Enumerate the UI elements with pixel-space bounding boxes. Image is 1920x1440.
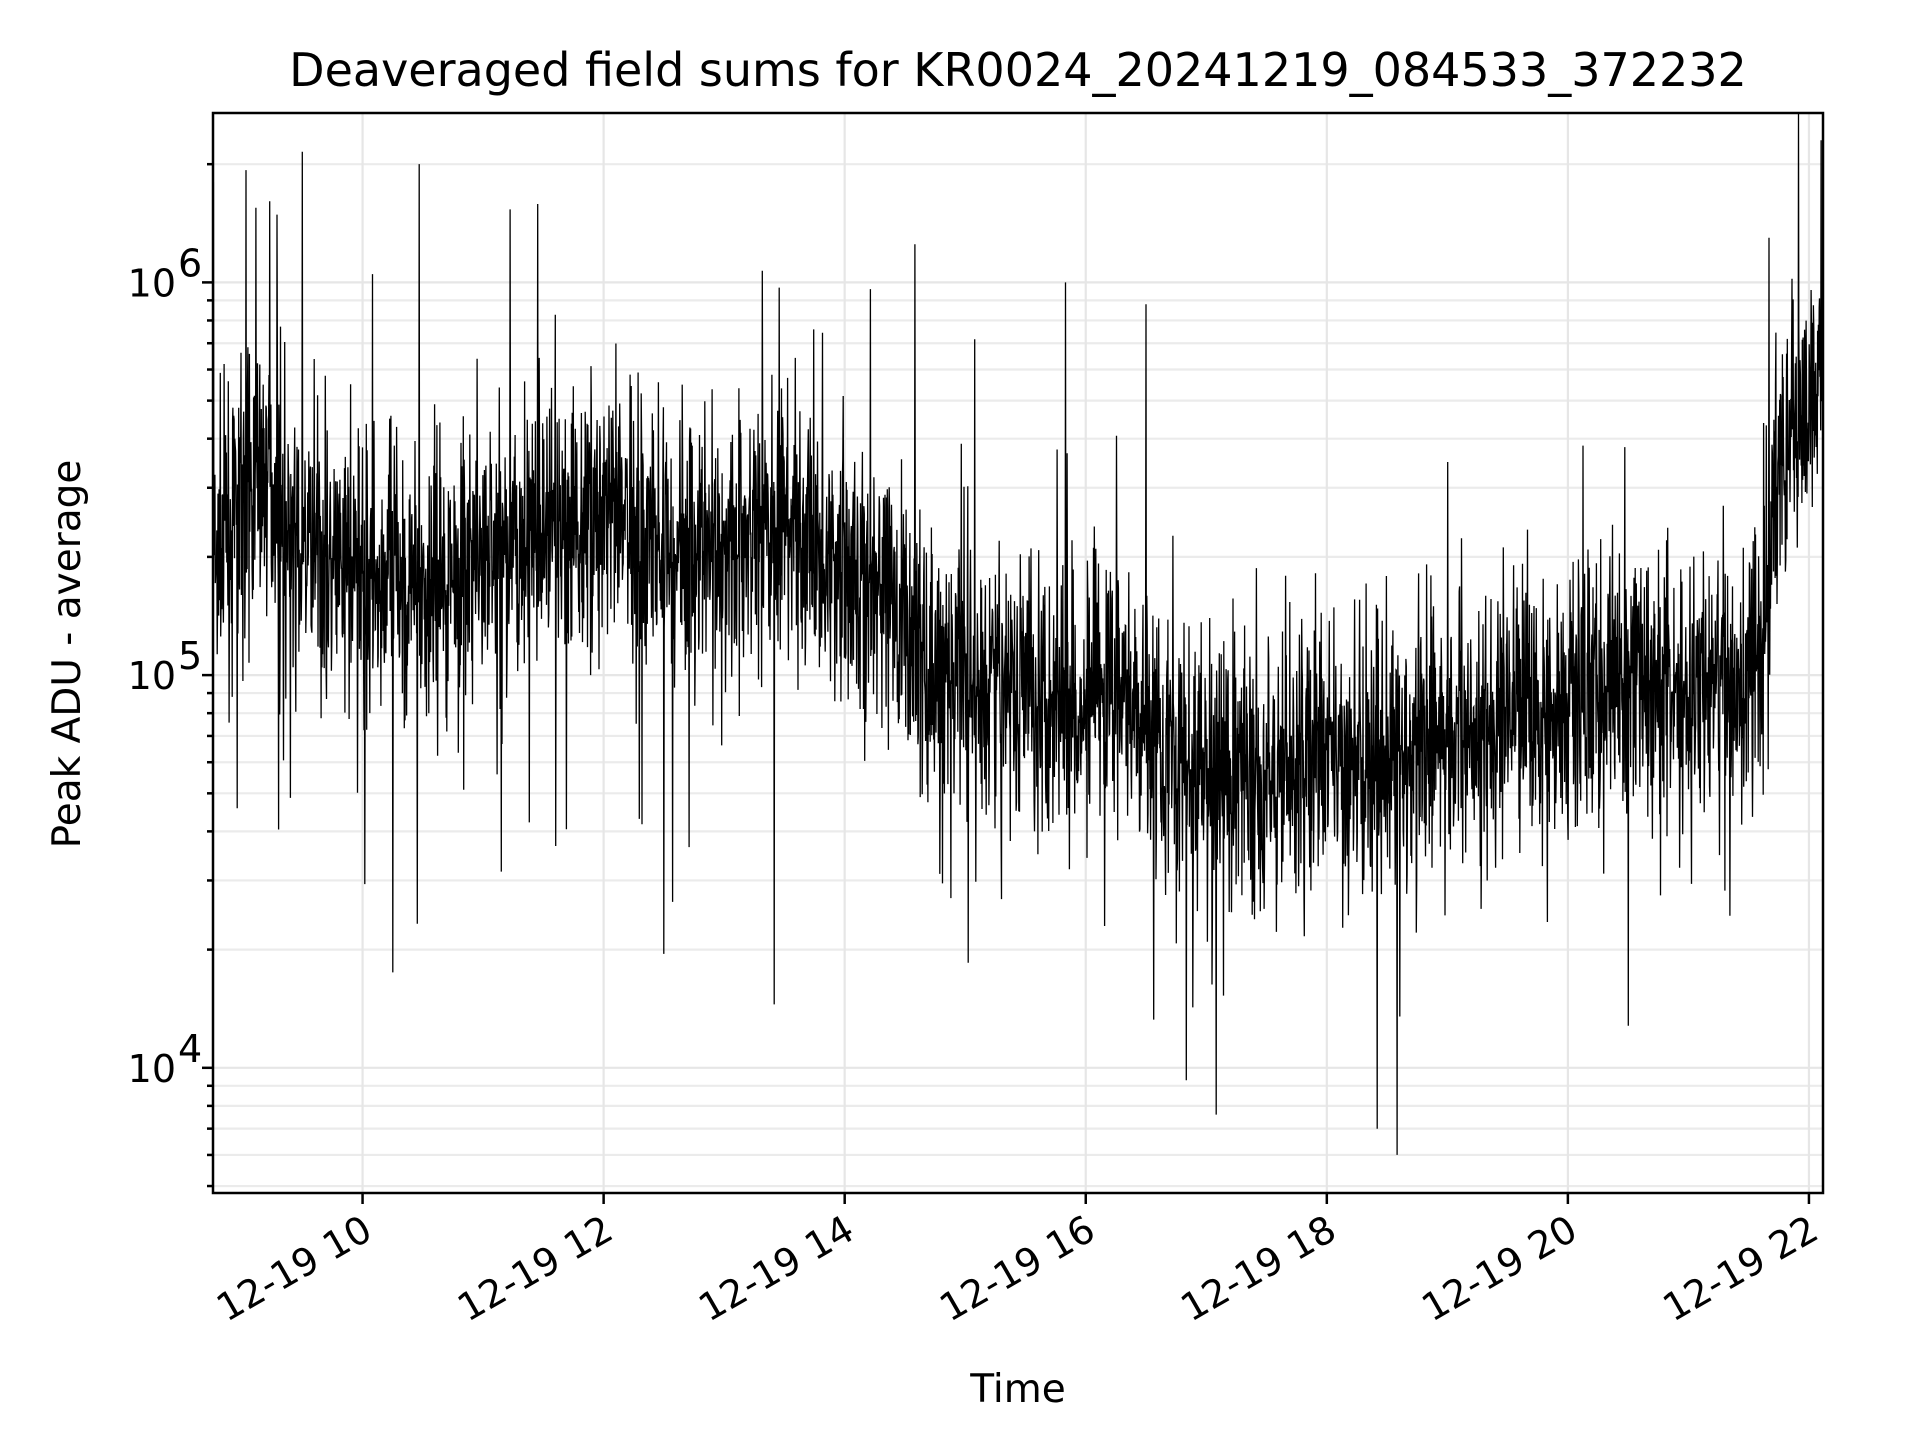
x-tick-label: 12-19 22	[1655, 1207, 1825, 1331]
y-tick-base: 10	[128, 261, 176, 305]
y-tick-exponent: 4	[178, 1027, 202, 1071]
x-tick-label: 12-19 12	[450, 1207, 620, 1331]
x-tick-label: 12-19 20	[1414, 1207, 1584, 1331]
x-tick-label: 12-19 14	[691, 1207, 861, 1331]
plot-frame	[211, 111, 1825, 1195]
y-axis-label: Peak ADU - average	[45, 460, 90, 849]
x-axis-label: Time	[969, 1367, 1065, 1412]
chart-title: Deaveraged field sums for KR0024_2024121…	[289, 43, 1747, 97]
y-tick-base: 10	[128, 654, 176, 698]
y-tick-label: 10 5	[128, 634, 203, 698]
y-tick-base: 10	[128, 1047, 176, 1091]
series-line	[212, 112, 1824, 1155]
x-tick-label: 12-19 10	[209, 1207, 379, 1331]
y-tick-exponent: 6	[178, 241, 202, 285]
x-tick-label: 12-19 16	[932, 1207, 1102, 1331]
series-path	[212, 112, 1824, 1155]
y-tick-label: 10 4	[128, 1027, 203, 1091]
y-tick-label: 10 6	[128, 241, 203, 305]
x-tick-label: 12-19 18	[1173, 1207, 1343, 1331]
x-axis: 12-19 10 12-19 12 12-19 14 12-19 16 12-19 18…	[209, 1193, 1825, 1330]
y-tick-exponent: 5	[178, 634, 202, 678]
